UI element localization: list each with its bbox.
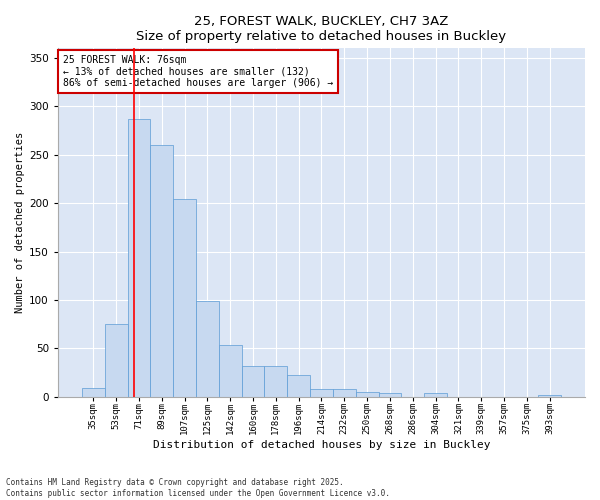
Bar [105,324,128,396]
Bar [173,200,196,396]
Bar [242,366,265,396]
Bar [265,366,287,396]
Bar [333,389,356,396]
Bar [196,301,219,396]
Text: Contains HM Land Registry data © Crown copyright and database right 2025.
Contai: Contains HM Land Registry data © Crown c… [6,478,390,498]
Y-axis label: Number of detached properties: Number of detached properties [15,132,25,313]
Title: 25, FOREST WALK, BUCKLEY, CH7 3AZ
Size of property relative to detached houses i: 25, FOREST WALK, BUCKLEY, CH7 3AZ Size o… [136,15,506,43]
Bar [379,393,401,396]
Bar [219,346,242,397]
Bar [538,394,561,396]
Bar [287,376,310,396]
Bar [424,393,447,396]
Bar [356,392,379,396]
Bar [310,389,333,396]
Bar [82,388,105,396]
Bar [151,145,173,397]
Bar [128,119,151,396]
X-axis label: Distribution of detached houses by size in Buckley: Distribution of detached houses by size … [153,440,490,450]
Text: 25 FOREST WALK: 76sqm
← 13% of detached houses are smaller (132)
86% of semi-det: 25 FOREST WALK: 76sqm ← 13% of detached … [63,56,334,88]
